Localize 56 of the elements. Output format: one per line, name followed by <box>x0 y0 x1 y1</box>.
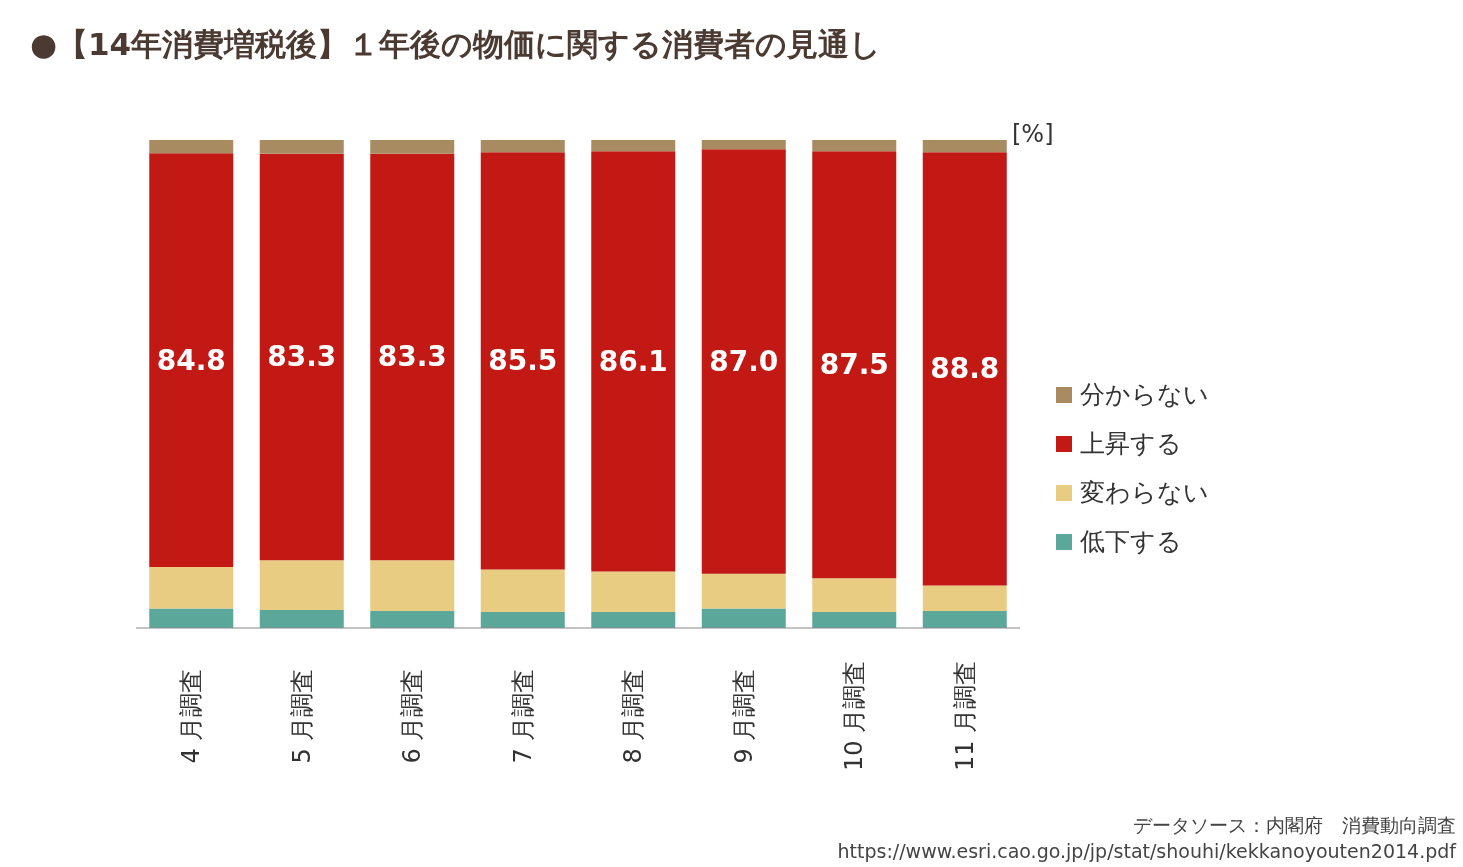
bar <box>701 608 786 628</box>
bar <box>149 140 234 154</box>
bar <box>701 149 786 574</box>
bar <box>480 140 565 153</box>
bar <box>922 140 1007 153</box>
data-label: 84.8 <box>156 343 226 377</box>
x-tick-label: 6 月調査 <box>398 668 427 764</box>
bar <box>591 571 676 612</box>
bar <box>812 578 897 612</box>
bar <box>370 610 455 628</box>
bar <box>370 140 455 154</box>
bar <box>812 140 897 152</box>
data-label: 85.5 <box>488 344 558 378</box>
bar <box>259 153 344 561</box>
data-label: 83.3 <box>267 340 337 374</box>
bar <box>591 611 676 628</box>
bar <box>370 560 455 611</box>
bar <box>149 567 234 609</box>
data-label: 83.3 <box>377 340 447 374</box>
bar <box>480 152 565 570</box>
x-tick-label: 5 月調査 <box>287 668 316 764</box>
bar <box>922 152 1007 586</box>
text: https://www.esri.cao.go.jp/jp/stat/shouhi/kekkanoyouten2014.pdf <box>837 839 1456 864</box>
bar <box>922 610 1007 628</box>
x-tick-label: 7 月調査 <box>508 668 537 764</box>
bar <box>259 140 344 154</box>
text: データソース：内閣府 消費動向調査 <box>1132 813 1456 838</box>
bar <box>149 608 234 628</box>
legend-label: 変わらない <box>1080 477 1209 509</box>
bar <box>480 569 565 612</box>
bar <box>480 611 565 628</box>
data-label: 88.8 <box>930 352 1000 386</box>
x-tick-label: 9 月調査 <box>729 668 758 764</box>
legend-label: 上昇する <box>1080 428 1182 460</box>
bar <box>149 153 234 567</box>
bar <box>259 560 344 610</box>
data-label: 87.5 <box>819 348 889 382</box>
bar <box>812 611 897 628</box>
bar <box>370 153 455 561</box>
bar <box>259 609 344 628</box>
x-tick-label: 4 月調査 <box>177 668 206 764</box>
bar <box>812 151 897 579</box>
x-tick-label: 8 月調査 <box>619 668 648 764</box>
legend-label: 低下する <box>1080 526 1182 558</box>
bar <box>591 140 676 152</box>
data-label: 87.0 <box>709 345 779 379</box>
x-tick-label: 11 月調査 <box>950 660 979 772</box>
bar <box>701 573 786 609</box>
legend-label: 分からない <box>1080 379 1209 411</box>
bar <box>591 151 676 572</box>
bar <box>922 585 1007 611</box>
y-axis-title: [%] <box>1012 120 1054 148</box>
data-label: 86.1 <box>598 344 668 378</box>
bar <box>701 140 786 150</box>
x-tick-label: 10 月調査 <box>840 660 869 772</box>
chart-title: ●【14年消費増税後】１年後の物価に関する消費者の見通し <box>30 25 882 64</box>
